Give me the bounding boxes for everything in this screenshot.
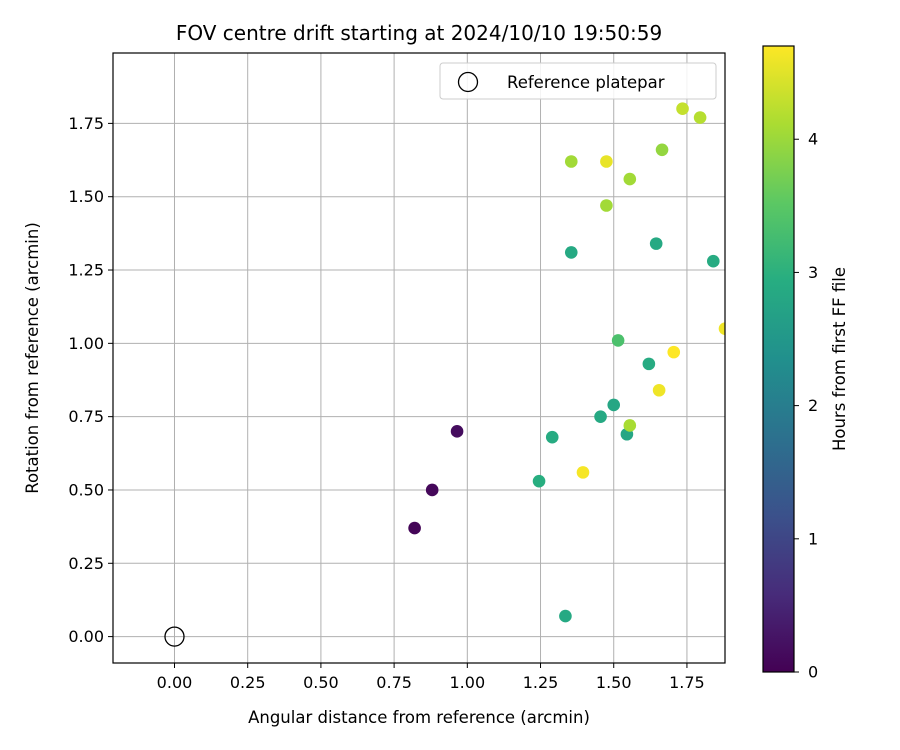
x-tick-label: 1.75: [669, 673, 705, 692]
x-tick-label: 0.75: [376, 673, 412, 692]
x-tick-label: 0.00: [157, 673, 193, 692]
x-axis-label: Angular distance from reference (arcmin): [248, 708, 590, 727]
plot-frame: [112, 52, 726, 664]
colorbar-label: Hours from first FF file: [830, 267, 849, 451]
x-tick-label: 0.50: [303, 673, 339, 692]
scatter-point: [623, 172, 637, 186]
scatter-point: [564, 246, 578, 259]
x-tick-label: 0.25: [230, 673, 266, 692]
legend-box: [439, 62, 717, 100]
y-tick-label: 1.00: [68, 334, 104, 353]
scatter-point: [649, 237, 663, 250]
scatter-point: [600, 199, 613, 212]
scatter-point: [594, 410, 607, 423]
legend: Reference platepar: [439, 62, 717, 100]
scatter-point: [623, 419, 637, 432]
scatter-point: [718, 322, 725, 335]
y-tick-label: 1.50: [68, 187, 104, 206]
scatter-point: [532, 474, 546, 488]
y-tick-label: 1.75: [68, 114, 104, 133]
scatter-point: [611, 334, 625, 347]
scatter-point: [600, 155, 613, 168]
scatter-point: [450, 425, 464, 438]
y-tick-label: 0.25: [68, 554, 104, 573]
colorbar-frame: [762, 45, 795, 673]
x-tick-label: 1.50: [596, 673, 632, 692]
colorbar-tick-label: 0: [808, 663, 818, 682]
scatter-point: [408, 521, 421, 535]
scatter-point: [652, 383, 666, 397]
legend-entry-reference: Reference platepar: [507, 73, 665, 92]
scatter-point: [545, 430, 559, 444]
scatter-point: [607, 398, 621, 412]
plot-area: [113, 53, 725, 663]
y-tick-label: 0.75: [68, 407, 104, 426]
colorbar-ticks: 0 1 2 3 4: [794, 130, 818, 682]
colorbar-tick-label: 1: [808, 529, 818, 548]
scatter-point: [642, 357, 656, 371]
y-tick-label: 1.25: [68, 261, 104, 280]
reference-marker-layer: [164, 626, 185, 647]
colorbar-tick-label: 2: [808, 396, 818, 415]
x-tick-label: 1.25: [523, 673, 559, 692]
scatter-point: [676, 102, 689, 116]
chart-title: FOV centre drift starting at 2024/10/10 …: [176, 21, 662, 45]
scatter-point: [559, 609, 572, 623]
scatter-point: [576, 466, 590, 479]
y-axis-label: Rotation from reference (arcmin): [23, 222, 42, 494]
reference-platepar-marker: [164, 626, 185, 647]
scatter-point: [655, 143, 669, 157]
scatter-point: [667, 345, 681, 359]
colorbar-gradient: [763, 46, 794, 672]
scatter-point: [564, 155, 578, 168]
scatter-point: [706, 254, 720, 268]
y-tick-label: 0.50: [68, 480, 104, 499]
x-tick-label: 1.00: [450, 673, 486, 692]
colorbar: 0 1 2 3 4 Hours from first FF file: [762, 45, 849, 682]
colorbar-tick-label: 3: [808, 263, 818, 282]
y-axis-ticks: 0.00 0.25 0.50 0.75 1.00 1.25 1.50 1.75: [68, 114, 113, 646]
y-tick-label: 0.00: [68, 627, 104, 646]
legend-marker-reference: [457, 71, 479, 93]
scatter-point: [693, 111, 707, 124]
scatter-points: [408, 102, 725, 623]
x-axis-ticks: 0.00 0.25 0.50 0.75 1.00 1.25 1.50 1.75: [157, 663, 705, 692]
scatter-point: [425, 483, 439, 497]
colorbar-tick-label: 4: [808, 130, 818, 149]
